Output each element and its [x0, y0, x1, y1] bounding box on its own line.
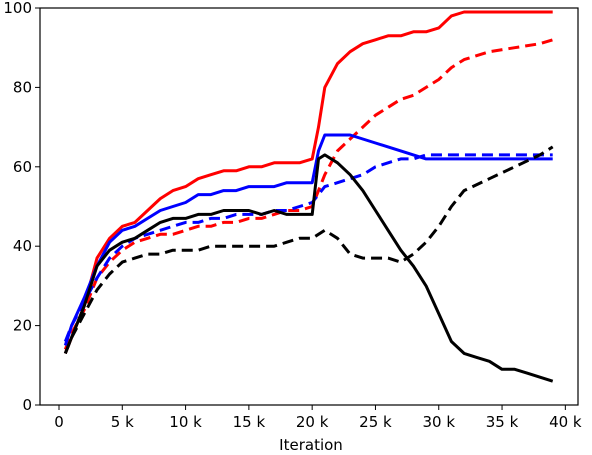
x-tick-label: 5 k — [111, 413, 134, 431]
plot-frame — [39, 7, 579, 406]
y-tick-label: 60 — [13, 158, 32, 176]
series-line-2 — [63, 38, 554, 350]
x-tick-label: 40 k — [549, 413, 582, 431]
y-tick-label: 80 — [13, 78, 32, 96]
x-tick-label: 30 k — [422, 413, 455, 431]
series-line-3 — [63, 133, 553, 346]
x-axis: 0 5 k 10 k 15 k 20 k 25 k 30 k 35 k 40 k — [54, 405, 582, 431]
series-line-6 — [63, 145, 554, 354]
x-tick-label: 25 k — [359, 413, 392, 431]
x-tick-label: 20 k — [296, 413, 329, 431]
x-tick-label: 0 — [54, 413, 64, 431]
y-tick-label: 40 — [13, 237, 32, 255]
series-lines — [63, 10, 554, 383]
y-tick-label: 20 — [13, 317, 32, 335]
x-tick-label: 10 k — [169, 413, 202, 431]
y-tick-label: 0 — [22, 396, 32, 414]
y-axis: 0 20 40 60 80 100 — [3, 0, 40, 414]
x-tick-label: 35 k — [486, 413, 519, 431]
x-tick-label: 15 k — [233, 413, 266, 431]
series-line-5 — [63, 153, 554, 383]
y-tick-label: 100 — [3, 0, 32, 17]
x-axis-label: Iteration — [279, 436, 343, 454]
series-line-1 — [63, 10, 553, 354]
